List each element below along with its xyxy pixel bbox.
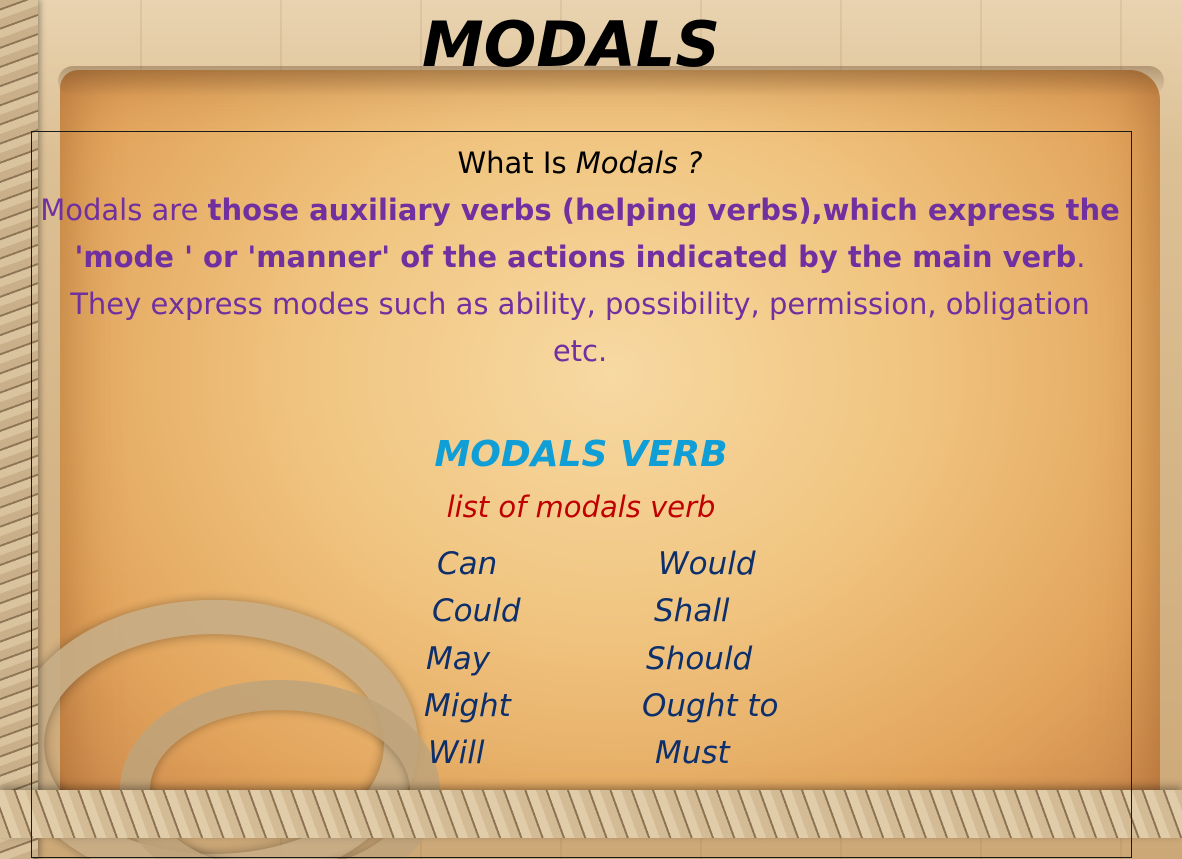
- verb-item: Shall: [654, 593, 730, 629]
- intro-modes: They express modes such as ability, poss…: [70, 287, 1090, 368]
- slide-title: MODALS: [421, 8, 720, 81]
- intro-question: What Is Modals ?: [40, 140, 1120, 187]
- question-prefix: What Is: [457, 146, 576, 180]
- verb-item: Ought to: [642, 688, 779, 724]
- verb-item: May: [426, 641, 491, 677]
- question-word: Modals ?: [575, 146, 703, 180]
- definition-end: .: [1076, 240, 1086, 274]
- verb-item: Could: [432, 593, 521, 629]
- intro-paragraph: What Is Modals ? Modals are those auxili…: [40, 140, 1120, 375]
- definition-plain: Modals are: [40, 193, 208, 227]
- content-frame: [31, 131, 1132, 858]
- verb-item: Must: [655, 735, 730, 771]
- parchment-burnt-edge: [58, 66, 1164, 96]
- verb-item: Can: [437, 546, 498, 582]
- definition-bold: those auxiliary verbs (helping verbs),wh…: [74, 193, 1120, 274]
- verb-item: Would: [658, 546, 756, 582]
- modals-verb-heading: MODALS VERB: [434, 434, 728, 475]
- verb-item: Might: [424, 688, 511, 724]
- rope-bottom-decoration: [0, 790, 1182, 838]
- verb-item: Should: [646, 641, 753, 677]
- list-caption: list of modals verb: [446, 490, 716, 524]
- verbs-list: Can Could May Might Will Would Shall Sho…: [0, 540, 1182, 780]
- intro-definition: Modals are those auxiliary verbs (helpin…: [40, 187, 1120, 281]
- verb-item: Will: [428, 735, 485, 771]
